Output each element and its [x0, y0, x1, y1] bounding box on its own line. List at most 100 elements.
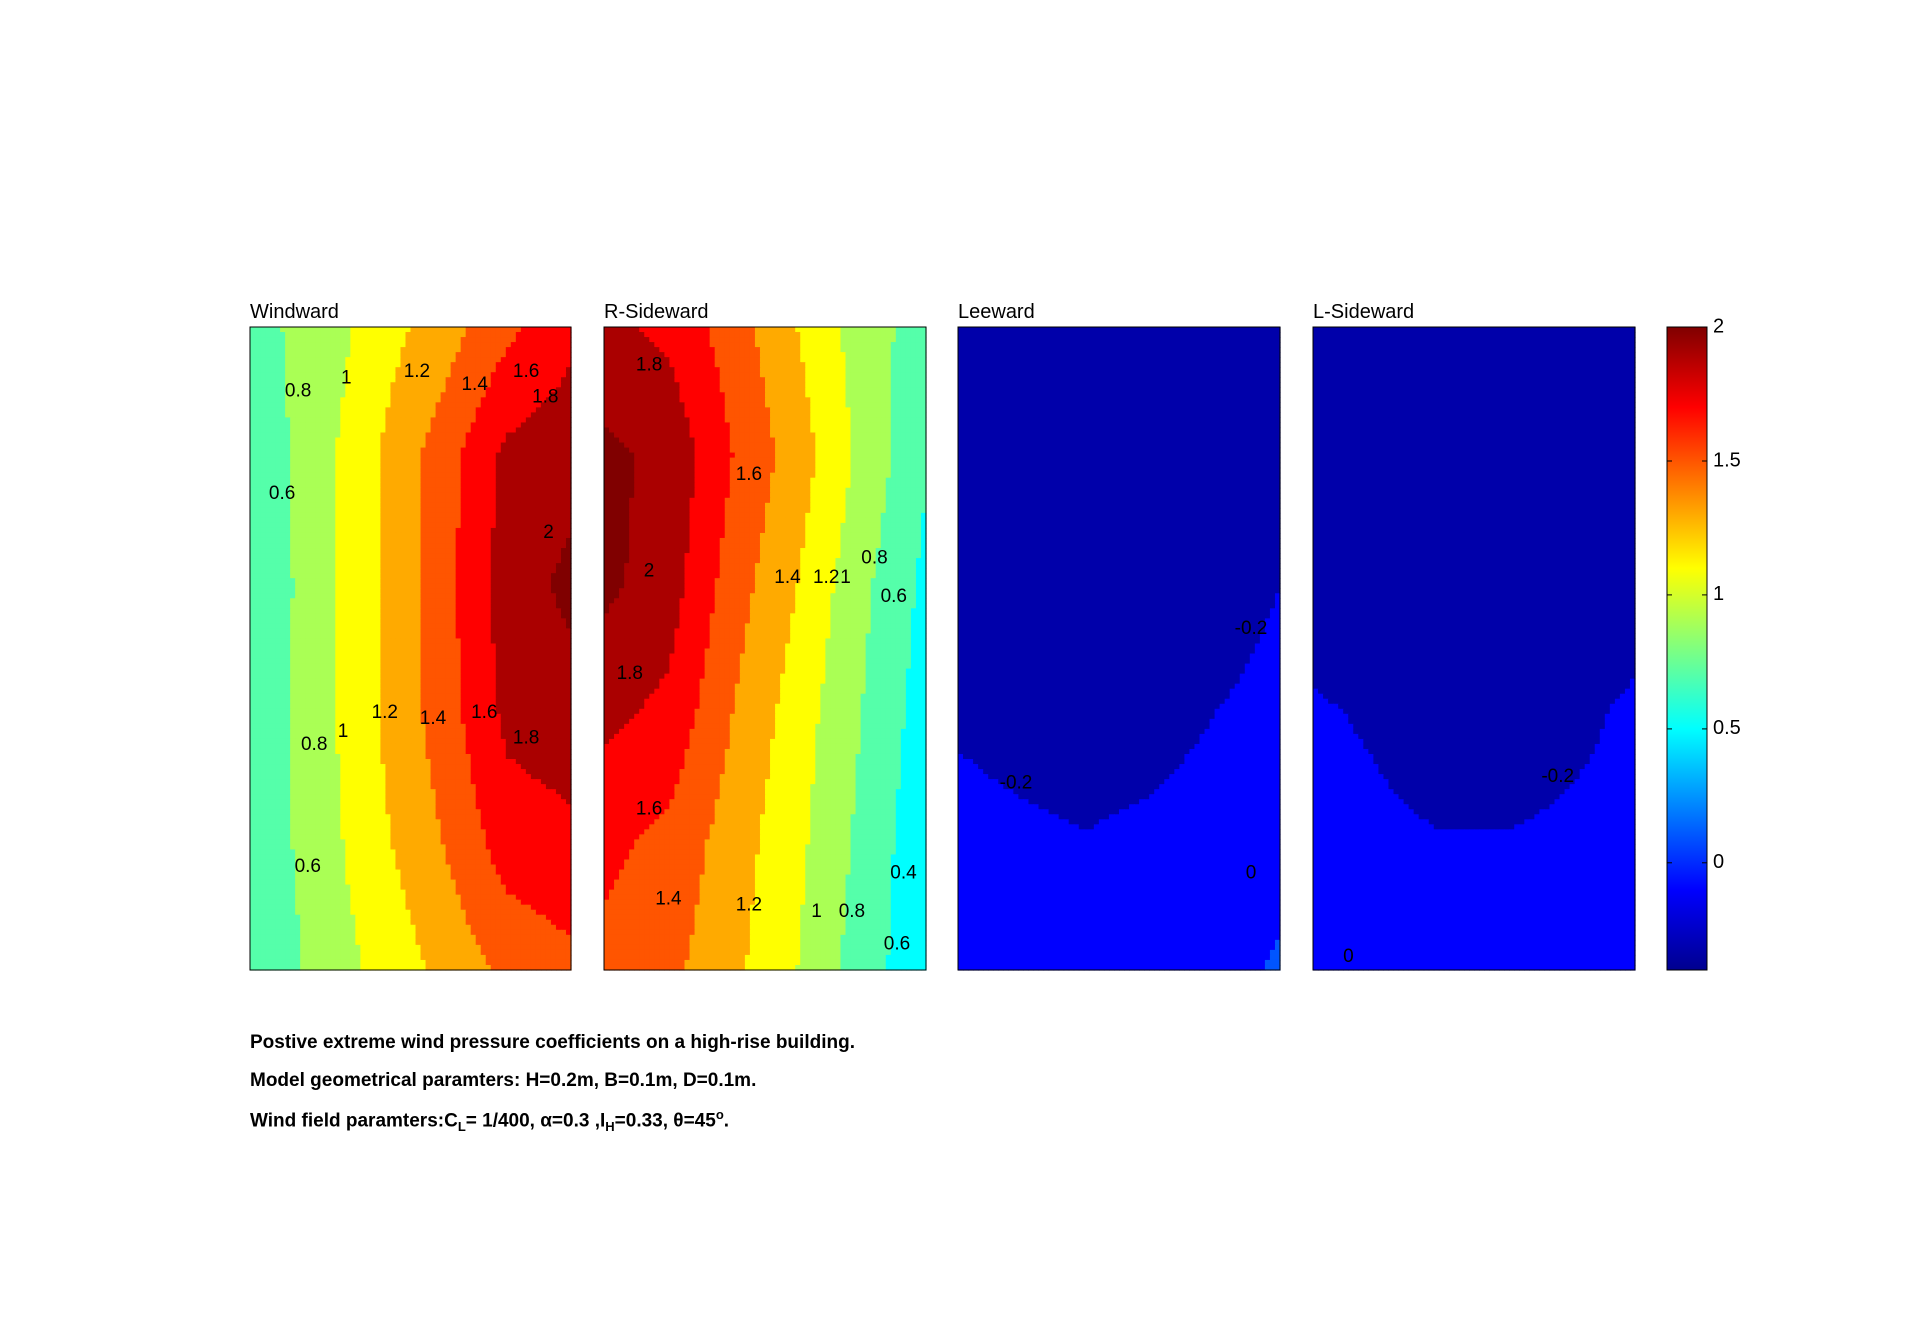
- contour-cell: [280, 533, 286, 539]
- contour-cell: [300, 618, 306, 624]
- contour-cell: [471, 618, 477, 624]
- contour-cell: [506, 337, 512, 343]
- contour-cell: [310, 372, 316, 378]
- contour-cell: [441, 367, 447, 373]
- contour-cell: [471, 443, 477, 449]
- contour-cell: [531, 533, 537, 539]
- contour-cell: [421, 578, 427, 584]
- contour-cell: [335, 397, 341, 403]
- contour-cell: [375, 498, 381, 504]
- contour-cell: [426, 463, 432, 469]
- contour-cell: [335, 483, 341, 489]
- contour-cell: [411, 603, 417, 609]
- contour-cell: [355, 372, 361, 378]
- contour-cell: [380, 337, 386, 343]
- contour-cell: [335, 533, 341, 539]
- contour-cell: [466, 603, 472, 609]
- contour-cell: [310, 603, 316, 609]
- contour-cell: [385, 327, 391, 333]
- contour-cell: [536, 633, 542, 639]
- contour-cell: [411, 387, 417, 393]
- contour-cell: [345, 623, 351, 629]
- contour-cell: [476, 412, 482, 418]
- contour-cell: [446, 478, 452, 484]
- contour-cell: [416, 387, 422, 393]
- contour-cell: [280, 538, 286, 544]
- contour-cell: [421, 402, 427, 408]
- contour-cell: [255, 332, 261, 338]
- contour-cell: [416, 623, 422, 629]
- contour-cell: [496, 548, 502, 554]
- contour-cell: [496, 588, 502, 594]
- contour-cell: [345, 523, 351, 529]
- contour-cell: [315, 578, 321, 584]
- contour-cell: [395, 362, 401, 368]
- contour-cell: [355, 483, 361, 489]
- contour-cell: [506, 468, 512, 474]
- contour-cell: [536, 528, 542, 534]
- contour-cell: [380, 327, 386, 333]
- contour-cell: [280, 573, 286, 579]
- contour-cell: [265, 438, 271, 444]
- contour-cell: [285, 523, 291, 529]
- contour-cell: [521, 573, 527, 579]
- contour-cell: [260, 458, 266, 464]
- contour-cell: [395, 463, 401, 469]
- contour-cell: [310, 533, 316, 539]
- contour-cell: [436, 573, 442, 579]
- contour-cell: [325, 523, 331, 529]
- contour-cell: [471, 493, 477, 499]
- contour-cell: [436, 483, 442, 489]
- contour-cell: [516, 523, 522, 529]
- contour-cell: [501, 548, 507, 554]
- contour-cell: [330, 568, 336, 574]
- contour-cell: [365, 473, 371, 479]
- contour-cell: [370, 533, 376, 539]
- contour-cell: [305, 327, 311, 333]
- contour-cell: [556, 508, 562, 514]
- contour-cell: [360, 493, 366, 499]
- contour-cell: [360, 448, 366, 454]
- contour-cell: [551, 598, 557, 604]
- contour-cell: [310, 598, 316, 604]
- contour-cell: [250, 347, 256, 353]
- contour-cell: [300, 488, 306, 494]
- contour-cell: [400, 352, 406, 358]
- contour-cell: [436, 523, 442, 529]
- contour-cell: [295, 623, 301, 629]
- contour-cell: [400, 387, 406, 393]
- contour-cell: [531, 422, 537, 428]
- contour-cell: [541, 548, 547, 554]
- contour-cell: [466, 583, 472, 589]
- contour-cell: [551, 347, 557, 353]
- contour-cell: [431, 422, 437, 428]
- contour-cell: [375, 377, 381, 383]
- contour-cell: [405, 568, 411, 574]
- contour-cell: [365, 377, 371, 383]
- contour-cell: [521, 448, 527, 454]
- contour-cell: [526, 397, 532, 403]
- contour-cell: [491, 498, 497, 504]
- contour-cell: [350, 392, 356, 398]
- contour-cell: [481, 448, 487, 454]
- contour-cell: [335, 438, 341, 444]
- contour-cell: [436, 588, 442, 594]
- contour-cell: [370, 407, 376, 413]
- contour-cell: [466, 568, 472, 574]
- contour-cell: [476, 558, 482, 564]
- contour-cell: [511, 407, 517, 413]
- contour-cell: [295, 513, 301, 519]
- contour-cell: [285, 422, 291, 428]
- contour-cell: [491, 468, 497, 474]
- contour-cell: [400, 478, 406, 484]
- contour-cell: [426, 528, 432, 534]
- contour-cell: [385, 488, 391, 494]
- contour-cell: [441, 603, 447, 609]
- contour-cell: [421, 633, 427, 639]
- contour-cell: [310, 417, 316, 423]
- contour-cell: [526, 568, 532, 574]
- contour-cell: [451, 397, 457, 403]
- contour-cell: [556, 563, 562, 569]
- contour-cell: [365, 628, 371, 634]
- contour-cell: [310, 483, 316, 489]
